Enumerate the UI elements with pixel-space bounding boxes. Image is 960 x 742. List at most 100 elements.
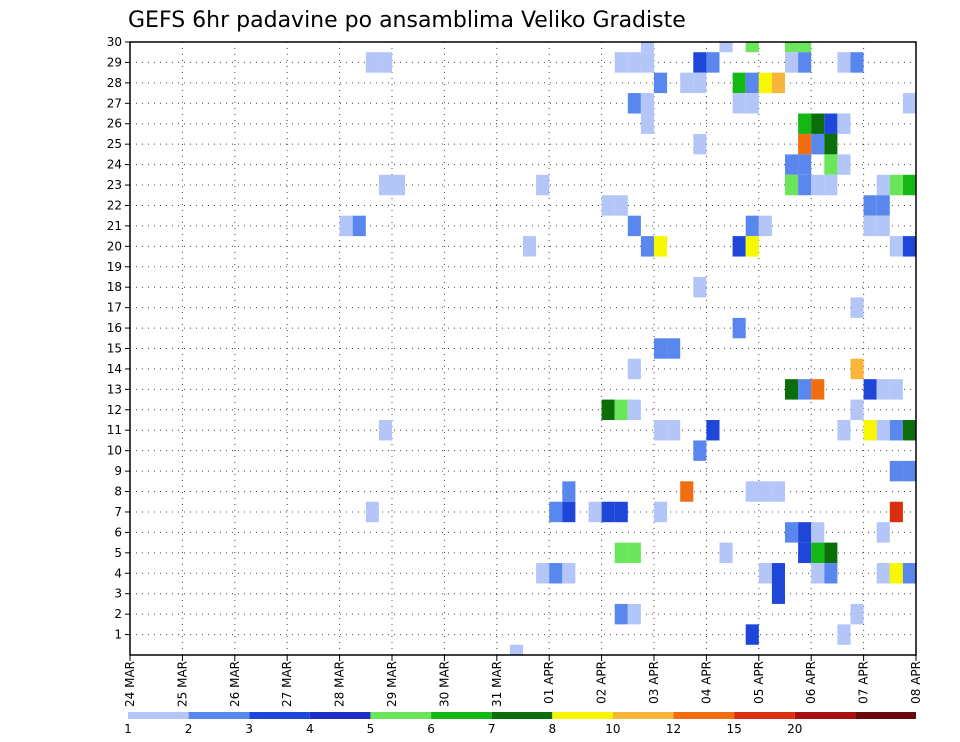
precip-cell <box>785 174 799 196</box>
precip-cell <box>758 215 772 237</box>
y-tick-label: 25 <box>107 137 122 151</box>
precip-cell <box>667 338 681 359</box>
colorbar-label: 8 <box>548 722 556 736</box>
y-tick-label: 2 <box>114 607 122 621</box>
precip-cell <box>614 542 628 564</box>
precip-cell <box>758 481 772 502</box>
colorbar-label: 20 <box>787 722 802 736</box>
y-tick-label: 20 <box>107 239 122 253</box>
precip-cell <box>850 358 864 380</box>
precip-cell <box>811 379 825 400</box>
x-axis: 24 MAR 25 MAR 26 MAR 27 MAR 28 MAR 29 MAR 30 M… <box>123 655 923 707</box>
y-tick-label: 8 <box>114 485 122 499</box>
y-tick-label: 21 <box>107 219 122 233</box>
precip-cell <box>837 624 851 645</box>
colorbar-label: 10 <box>605 722 620 736</box>
precip-cell <box>680 72 694 94</box>
precip-cell <box>850 399 864 421</box>
precip-cell <box>758 72 772 94</box>
precip-cell <box>811 133 825 155</box>
precip-cell <box>902 93 916 114</box>
precip-cell <box>614 603 628 625</box>
precip-cell <box>876 215 890 237</box>
x-tick-label: 27 MAR <box>280 661 294 707</box>
precip-cell <box>640 93 654 114</box>
precip-cell <box>876 522 890 543</box>
precip-cell <box>627 399 641 421</box>
precip-cell <box>667 420 681 441</box>
precip-cell <box>614 501 628 523</box>
y-tick-label: 7 <box>114 505 122 519</box>
precip-cell <box>798 113 812 134</box>
precip-cell <box>837 154 851 175</box>
colorbar-label: 3 <box>245 722 253 736</box>
precip-cell <box>536 563 550 584</box>
x-tick-label: 28 MAR <box>333 661 347 707</box>
precip-cell <box>798 542 812 564</box>
y-tick-label: 13 <box>107 382 122 396</box>
x-tick-label: 03 APR <box>647 661 661 704</box>
y-tick-label: 3 <box>114 587 122 601</box>
x-tick-label: 06 APR <box>804 661 818 704</box>
precip-cell <box>588 501 602 523</box>
precip-cell <box>732 72 746 94</box>
precip-cell <box>536 174 550 196</box>
precip-cell <box>824 563 838 584</box>
x-tick-label: 01 APR <box>542 661 556 704</box>
precip-cell <box>850 603 864 625</box>
y-axis: 1234567891011121314151617181920212223242… <box>107 35 130 642</box>
precip-cell <box>693 72 707 94</box>
colorbar-label: 12 <box>666 722 681 736</box>
precip-cell <box>640 52 654 73</box>
colorbar-label: 2 <box>185 722 193 736</box>
precip-cell <box>902 420 916 441</box>
y-tick-label: 12 <box>107 403 122 417</box>
precip-cell <box>654 72 668 94</box>
colorbar-swatch <box>794 712 856 719</box>
precip-cell <box>876 420 890 441</box>
precip-cell <box>339 215 353 237</box>
precip-cell <box>863 215 877 237</box>
precip-cell <box>392 174 406 196</box>
precip-cell <box>902 563 916 584</box>
precip-cell <box>811 113 825 134</box>
precip-cell <box>745 481 759 502</box>
precip-cell <box>706 52 720 73</box>
precip-cell <box>614 399 628 421</box>
precip-cell <box>798 133 812 155</box>
precip-cell <box>693 440 707 461</box>
precip-cell <box>785 52 799 73</box>
colorbar-label: 7 <box>488 722 496 736</box>
y-tick-label: 10 <box>107 444 122 458</box>
y-tick-label: 14 <box>107 362 122 376</box>
precip-cell <box>798 52 812 73</box>
precip-cell <box>745 42 759 53</box>
precip-cell <box>627 52 641 73</box>
precip-cell <box>798 522 812 543</box>
precip-cell <box>706 420 720 441</box>
precip-cell <box>876 563 890 584</box>
x-tick-label: 05 APR <box>752 661 766 704</box>
precip-cell <box>876 195 890 216</box>
precip-cell <box>378 174 392 196</box>
y-tick-label: 18 <box>107 280 122 294</box>
precip-cell <box>824 133 838 155</box>
y-tick-label: 15 <box>107 342 122 356</box>
precip-cell <box>614 52 628 73</box>
precip-cell <box>601 501 615 523</box>
x-tick-label: 29 MAR <box>385 661 399 707</box>
precip-cell <box>549 563 563 584</box>
y-tick-label: 9 <box>114 464 122 478</box>
x-tick-label: 02 APR <box>595 661 609 704</box>
precip-cell <box>771 72 785 94</box>
precip-cell <box>562 481 576 502</box>
precip-cell <box>562 501 576 523</box>
precip-cell <box>863 195 877 216</box>
precip-cell <box>889 236 903 257</box>
colorbar-label: 4 <box>306 722 314 736</box>
precip-cell <box>811 542 825 564</box>
precip-cell <box>732 93 746 114</box>
y-tick-label: 30 <box>107 35 122 49</box>
precip-cell <box>601 195 615 216</box>
precip-cell <box>654 236 668 257</box>
